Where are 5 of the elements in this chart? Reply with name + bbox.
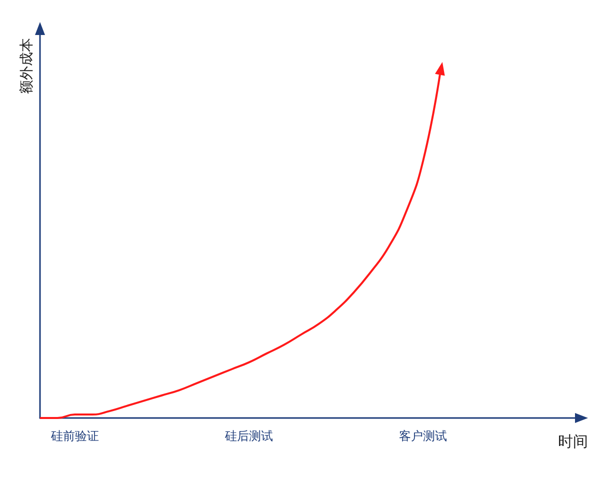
x-tick-label: 硅前验证	[50, 429, 99, 443]
x-tick-label: 硅后测试	[224, 429, 274, 443]
y-axis-title: 额外成本	[19, 38, 35, 94]
x-tick-label: 客户测试	[399, 429, 448, 443]
x-axis-title: 时间	[558, 432, 588, 450]
